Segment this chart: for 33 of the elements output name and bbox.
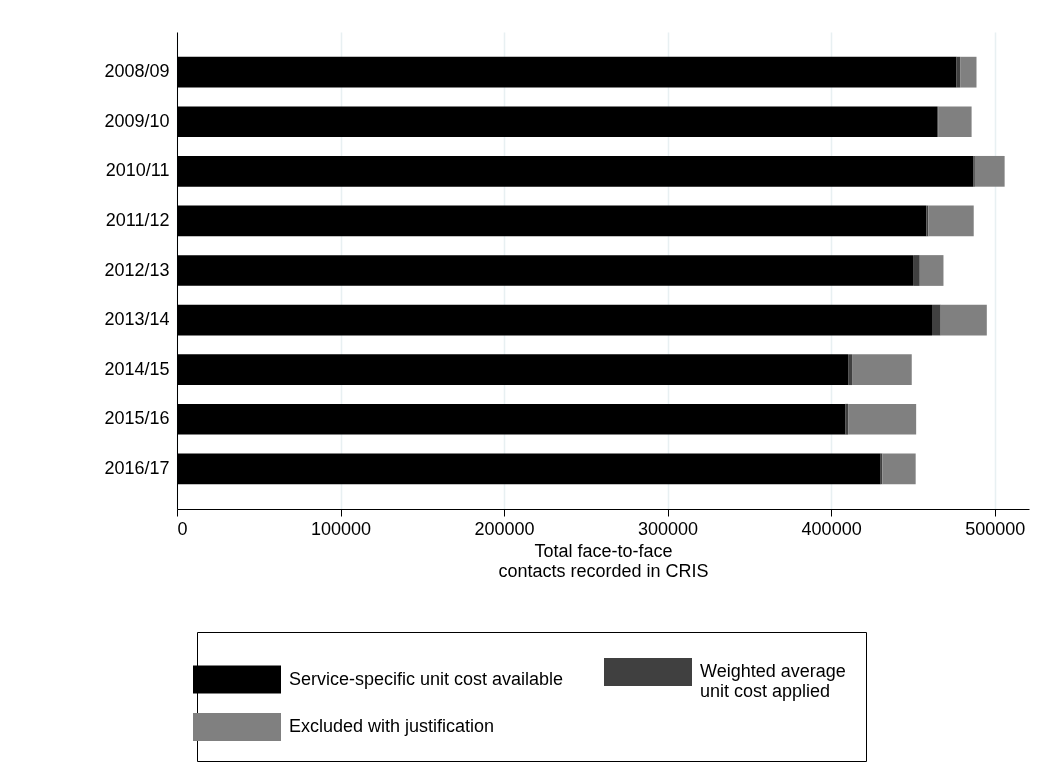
bar bbox=[848, 354, 853, 386]
legend-label: Service-specific unit cost available bbox=[289, 668, 564, 689]
bar bbox=[974, 155, 1005, 187]
y-tick-label: 2013/14 bbox=[104, 309, 170, 330]
y-tick-label: 2011/12 bbox=[105, 209, 170, 230]
y-tick-label: 2010/11 bbox=[105, 160, 170, 181]
bar bbox=[913, 255, 920, 286]
bar bbox=[932, 304, 941, 336]
x-tick-label: 200000 bbox=[474, 518, 535, 539]
legend-label: Weighted average unit cost applied bbox=[700, 661, 846, 701]
legend-label: Excluded with justification bbox=[289, 716, 495, 736]
bar bbox=[938, 106, 972, 138]
x-axis-title: Total face-to-face contacts recorded in CRIS bbox=[498, 540, 709, 581]
bar bbox=[960, 56, 977, 88]
bar bbox=[928, 205, 974, 237]
x-tick-label: 300000 bbox=[638, 518, 699, 539]
y-tick-label: 2008/09 bbox=[104, 61, 170, 82]
bar bbox=[852, 354, 912, 386]
bar bbox=[926, 205, 929, 237]
x-tick-label: 400000 bbox=[801, 518, 862, 539]
bar bbox=[919, 255, 944, 286]
y-tick-label: 2014/15 bbox=[104, 358, 170, 379]
x-tick-label: 0 bbox=[177, 518, 188, 539]
bar bbox=[940, 304, 987, 336]
x-tick-label: 100000 bbox=[310, 518, 372, 539]
bar bbox=[848, 403, 917, 435]
bar bbox=[882, 453, 916, 485]
y-tick-label: 2012/13 bbox=[104, 259, 170, 280]
x-tick-label: 500000 bbox=[965, 518, 1026, 539]
y-tick-label: 2016/17 bbox=[104, 457, 170, 478]
bar bbox=[845, 403, 849, 435]
y-tick-label: 2015/16 bbox=[104, 408, 170, 429]
y-tick-label: 2009/10 bbox=[104, 110, 170, 131]
